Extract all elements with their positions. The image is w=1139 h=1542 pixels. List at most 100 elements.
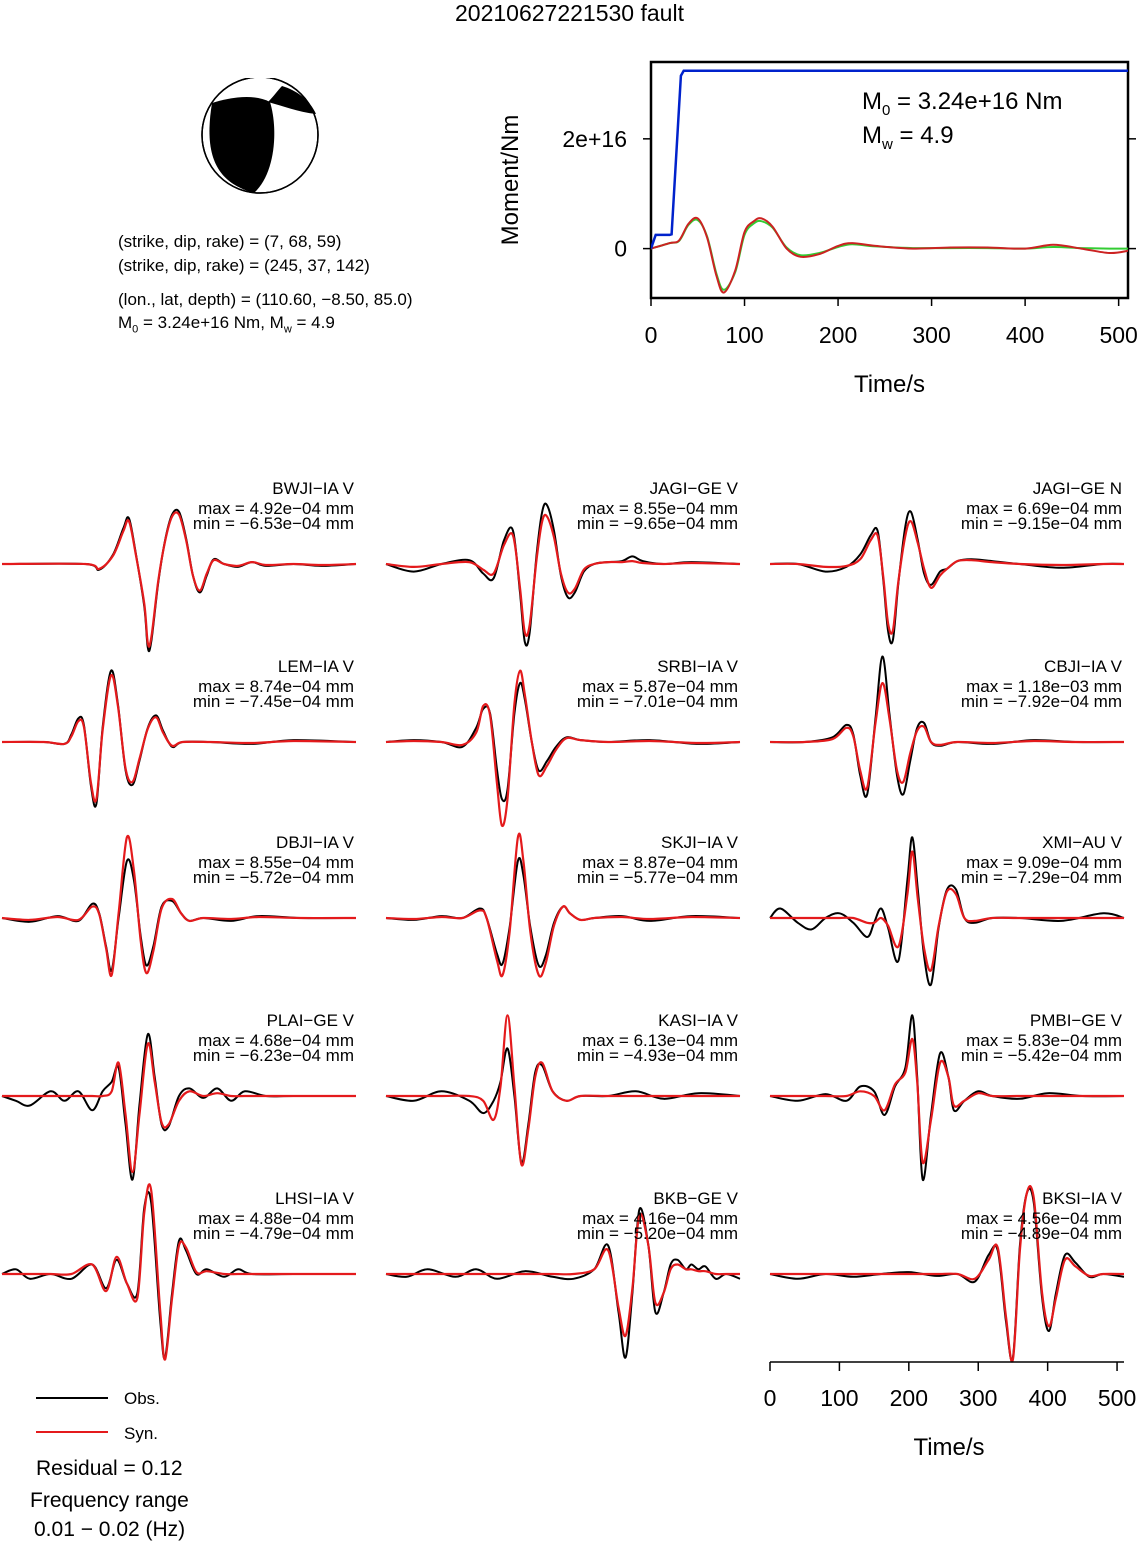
station-min: min = −6.23e−04 mm	[193, 1046, 354, 1065]
nodal-plane-1: (strike, dip, rake) = (7, 68, 59)	[118, 232, 342, 251]
legend-synthetic-label: Syn.	[124, 1424, 159, 1443]
station-min: min = −9.15e−04 mm	[961, 514, 1122, 533]
moment-annotation-mw: Mw = 4.9	[862, 122, 954, 153]
synthetic-waveform	[2, 1183, 356, 1361]
waveform-x-tick-label: 400	[1028, 1385, 1066, 1411]
moment-x-tick-label: 0	[645, 322, 658, 348]
observed-waveform	[385, 1047, 741, 1164]
station-min: min = −9.65e−04 mm	[577, 514, 738, 533]
observed-waveform	[1, 1033, 356, 1181]
station-label: BKSI−IA V	[1042, 1189, 1123, 1208]
moment-y-tick-label: 2e+16	[562, 126, 627, 152]
station-min: min = −5.77e−04 mm	[577, 868, 738, 887]
m0-value: = 3.24e+16 Nm, M	[138, 313, 284, 332]
synthetic-waveform	[1, 511, 357, 648]
station-label: DBJI−IA V	[276, 833, 355, 852]
waveform-x-tick-label: 200	[890, 1385, 928, 1411]
station-max: max = 4.68e−04 mm	[198, 1031, 354, 1050]
station-label: PMBI−GE V	[1030, 1011, 1123, 1030]
residual-value: Residual = 0.12	[36, 1457, 183, 1480]
synthetic-waveform	[769, 1037, 1124, 1165]
waveform-x-label: Time/s	[913, 1434, 984, 1461]
synthetic-waveform	[386, 1212, 740, 1338]
synthetic-waveform	[1, 673, 357, 803]
station-max: max = 8.55e−04 mm	[198, 853, 354, 872]
source-location: (lon., lat, depth) = (110.60, −8.50, 85.…	[118, 290, 413, 309]
moment-chart: 0 100 200 300 400 500 0 2e+16 Time/s Moment/Nm M0 …	[497, 60, 1138, 398]
moment-x-tick-label: 200	[819, 322, 857, 348]
station-max: max = 9.09e−04 mm	[966, 853, 1122, 872]
waveform-x-tick-label: 100	[820, 1385, 858, 1411]
moment-plot-frame	[649, 60, 1130, 300]
cumulative-moment-line	[651, 69, 1128, 250]
synthetic-waveform	[770, 850, 1124, 973]
station-label: PLAI−GE V	[267, 1011, 355, 1030]
nodal-plane-2: (strike, dip, rake) = (245, 37, 142)	[118, 256, 370, 275]
station-min: min = −4.79e−04 mm	[193, 1224, 354, 1243]
synthetic-waveform	[769, 681, 1125, 791]
beachball-icon	[201, 78, 319, 194]
waveform-x-tick-label: 0	[764, 1385, 777, 1411]
station-max: max = 8.74e−04 mm	[198, 677, 354, 696]
station-label: SKJI−IA V	[661, 833, 739, 852]
station-label: CBJI−IA V	[1044, 657, 1123, 676]
station-min: min = −5.72e−04 mm	[193, 868, 354, 887]
station-max: max = 4.56e−04 mm	[966, 1209, 1122, 1228]
station-min: min = −6.53e−04 mm	[193, 514, 354, 533]
station-min: min = −7.01e−04 mm	[577, 692, 738, 711]
station-max: max = 4.88e−04 mm	[198, 1209, 354, 1228]
station-label: JAGI−GE N	[1033, 479, 1122, 498]
station-max: max = 6.13e−04 mm	[582, 1031, 738, 1050]
moment-y-label: Moment/Nm	[497, 115, 524, 246]
station-min: min = −7.92e−04 mm	[961, 692, 1122, 711]
moment-x-tick-label: 400	[1006, 322, 1044, 348]
station-max: max = 8.87e−04 mm	[582, 853, 738, 872]
moment-rate-observed-line	[651, 216, 1128, 294]
station-max: max = 8.55e−04 mm	[582, 499, 738, 518]
station-label: LHSI−IA V	[275, 1189, 355, 1208]
station-max: max = 5.83e−04 mm	[966, 1031, 1122, 1050]
legend-observed-label: Obs.	[124, 1389, 160, 1408]
waveform-x-tick-label: 300	[959, 1385, 997, 1411]
page-title: 20210627221530 fault	[455, 0, 684, 26]
station-label: JAGI−GE V	[650, 479, 739, 498]
synthetic-waveform	[385, 669, 741, 828]
station-min: min = −5.20e−04 mm	[577, 1224, 738, 1243]
synthetic-waveform	[1, 834, 357, 978]
station-label: KASI−IA V	[658, 1011, 739, 1030]
synthetic-waveform	[385, 1014, 740, 1167]
synthetic-waveform	[769, 520, 1125, 635]
station-min: min = −5.42e−04 mm	[961, 1046, 1122, 1065]
moment-y-tick-label: 0	[614, 236, 627, 262]
moment-annotation-m0: M0 = 3.24e+16 Nm	[862, 88, 1062, 119]
synthetic-waveform	[385, 513, 741, 638]
synthetic-waveform	[770, 1185, 1125, 1363]
observed-waveform	[385, 502, 741, 647]
station-min: min = −4.89e−04 mm	[961, 1224, 1122, 1243]
station-label: BKB−GE V	[653, 1189, 738, 1208]
synthetic-waveform	[385, 832, 741, 978]
mw-subscript: w	[283, 323, 292, 336]
moment-x-tick-label: 500	[1099, 322, 1137, 348]
station-max: max = 4.92e−04 mm	[198, 499, 354, 518]
station-max: max = 4.16e−04 mm	[582, 1209, 738, 1228]
station-max: max = 5.87e−04 mm	[582, 677, 738, 696]
moment-x-tick-label: 300	[912, 322, 950, 348]
station-label: SRBI−IA V	[657, 657, 738, 676]
station-max: max = 6.69e−04 mm	[966, 499, 1122, 518]
moment-summary: M0 = 3.24e+16 Nm, Mw = 4.9	[118, 313, 335, 335]
m0-subscript: 0	[132, 323, 139, 336]
